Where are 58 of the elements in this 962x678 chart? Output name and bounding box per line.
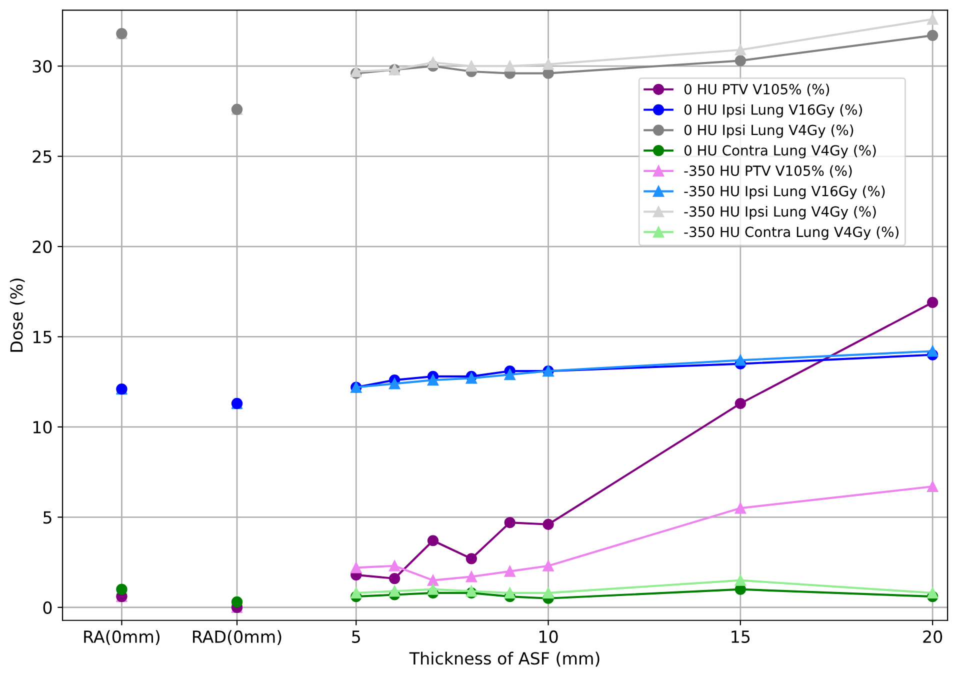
x-tick-label: 20: [923, 630, 942, 643]
legend-label: 0 HU Ipsi Lung V16Gy (%): [684, 104, 862, 118]
point: [927, 14, 938, 25]
legend-label: -350 HU Ipsi Lung V4Gy (%): [684, 206, 876, 220]
legend-label: 0 HU Ipsi Lung V4Gy (%): [684, 124, 854, 138]
legend-label: -350 HU PTV V105% (%): [684, 165, 852, 178]
point: [927, 346, 938, 357]
point: [427, 535, 439, 546]
y-tick-label: 5: [43, 511, 52, 524]
y-tick-label: 15: [33, 330, 52, 344]
point: [427, 584, 439, 595]
point: [734, 502, 746, 514]
x-axis-title: Thickness of ASF (mm): [409, 652, 600, 667]
point: [389, 560, 400, 572]
point: [504, 60, 516, 72]
point: [389, 378, 400, 390]
point: [734, 354, 746, 366]
point: [466, 60, 477, 72]
x-tick-label: RAD(0mm): [193, 630, 282, 645]
x-tick-label: 5: [352, 630, 360, 643]
point: [734, 574, 746, 586]
y-axis-title: Dose (%): [10, 278, 25, 352]
point: [427, 56, 439, 68]
point: [927, 296, 938, 308]
point: [427, 574, 439, 586]
point: [389, 586, 400, 597]
x-tick-label: 15: [732, 630, 750, 643]
y-tick-label: 20: [32, 240, 52, 254]
point: [734, 44, 746, 56]
point: [350, 562, 362, 574]
point: [927, 30, 938, 41]
x-tick-label: 10: [540, 630, 558, 643]
point: [466, 571, 477, 582]
point: [504, 517, 516, 528]
point: [504, 369, 516, 380]
point: [734, 398, 746, 410]
point: [504, 587, 516, 598]
y-tick-label: 30: [32, 60, 52, 73]
point: [734, 55, 746, 66]
point: [542, 560, 554, 572]
point: [542, 58, 554, 70]
y-tick-label: 0: [43, 601, 52, 614]
legend-label: -350 HU Ipsi Lung V16Gy (%): [684, 186, 885, 200]
point: [927, 587, 938, 598]
y-tick-label: 25: [32, 150, 52, 163]
point: [927, 480, 938, 492]
legend-label: -350 HU Contra Lung V4Gy (%): [684, 226, 898, 240]
point: [389, 572, 400, 584]
x-tick-label: RA(0mm): [84, 630, 160, 645]
point: [504, 566, 516, 577]
point: [350, 587, 362, 598]
point: [542, 587, 554, 598]
y-tick-label: 10: [33, 420, 52, 434]
point: [542, 518, 554, 530]
point: [466, 553, 477, 564]
legend-label: 0 HU Contra Lung V4Gy (%): [684, 144, 876, 158]
point: [427, 374, 439, 386]
legend-label: 0 HU PTV V105% (%): [684, 84, 830, 96]
